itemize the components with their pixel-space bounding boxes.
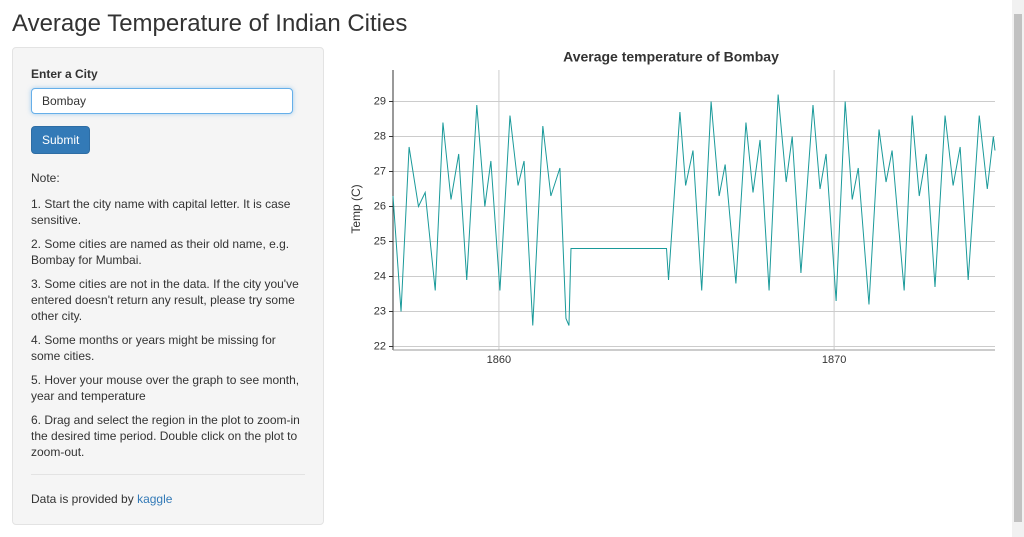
submit-button[interactable]: Submit [31,126,91,154]
page-title: Average Temperature of Indian Cities [12,10,408,37]
note-item: 2. Some cities are named as their old na… [31,237,290,267]
input-label: Enter a City [31,67,98,81]
note-item: 1. Start the city name with capital lett… [31,197,291,227]
scrollbar-thumb[interactable] [1014,14,1022,522]
notes: 1. Start the city name with capital lett… [31,196,305,460]
x-tick-label: 1870 [822,354,846,366]
temperature-line [392,94,996,326]
chart: Average temperature of Bombay Temp (C) 2… [349,49,996,366]
chart-title: Average temperature of Bombay [563,49,779,65]
y-tick-label: 28 [374,130,386,142]
note-heading: Note: [31,171,60,185]
scrollbar [1012,0,1024,537]
y-tick-label: 25 [374,235,386,247]
footer-text: Data is provided by [31,492,134,506]
note-item: 3. Some cities are not in the data. If t… [31,277,299,323]
y-tick-label: 27 [374,165,386,177]
city-input[interactable] [31,88,293,114]
y-axis-label: Temp (C) [349,184,363,233]
y-tick-label: 22 [374,340,386,352]
y-tick-label: 26 [374,200,386,212]
y-tick-label: 24 [374,270,386,282]
note-item: 6. Drag and select the region in the plo… [31,413,300,459]
kaggle-link[interactable]: kaggle [137,492,173,506]
y-tick-label: 23 [374,305,386,317]
footer: Data is provided by kaggle [31,491,305,507]
sidebar: Enter a City Submit Note: 1. Start the c… [12,47,324,525]
x-tick-label: 1860 [487,354,511,366]
y-tick-label: 29 [374,95,386,107]
divider [31,474,305,475]
note-item: 4. Some months or years might be missing… [31,333,276,363]
note-item: 5. Hover your mouse over the graph to se… [31,373,300,403]
